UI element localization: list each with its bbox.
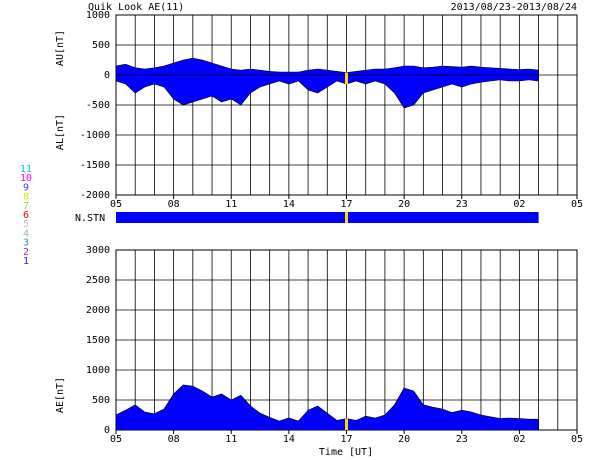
station-count: 8: [23, 192, 29, 203]
x-tick-label: 23: [456, 434, 468, 445]
y-axis-label: AU[nT]: [55, 30, 66, 66]
x-tick-label: 17: [340, 434, 352, 445]
x-tick-label: 20: [398, 199, 410, 210]
station-count: 4: [23, 228, 29, 239]
y-tick-label: 2000: [86, 305, 110, 316]
station-bar: [116, 212, 539, 223]
x-axis-label: Time [UT]: [319, 447, 373, 458]
station-count: 2: [23, 247, 29, 258]
y-tick-label: -1000: [80, 130, 110, 141]
area: [115, 74, 539, 109]
y-tick-label: 500: [92, 40, 110, 51]
x-tick-label: 17: [340, 199, 352, 210]
y-tick-label: 1500: [86, 335, 110, 346]
station-count: 3: [23, 238, 29, 249]
x-tick-label: 20: [398, 434, 410, 445]
area: [115, 57, 539, 76]
x-tick-label: 23: [456, 199, 468, 210]
date-range: 2013/08/23-2013/08/24: [451, 2, 577, 13]
x-tick-label: 02: [513, 199, 525, 210]
station-count: 5: [23, 219, 29, 230]
station-count: 9: [23, 182, 29, 193]
station-bar-label: N.STN: [75, 213, 105, 224]
y-tick-label: -2000: [80, 190, 110, 201]
x-tick-label: 05: [571, 199, 583, 210]
station-count: 6: [23, 210, 29, 221]
station-count: 11: [20, 164, 32, 175]
area: [115, 384, 539, 431]
station-count: 7: [23, 201, 29, 212]
x-tick-label: 11: [225, 434, 237, 445]
y-axis-label: AL[nT]: [55, 114, 66, 150]
x-tick-label: 02: [513, 434, 525, 445]
station-count: 10: [20, 173, 32, 184]
y-tick-label: -500: [86, 100, 110, 111]
y-tick-label: 0: [104, 70, 110, 81]
x-tick-label: 05: [110, 199, 122, 210]
y-tick-label: 3000: [86, 245, 110, 256]
x-tick-label: 14: [283, 434, 295, 445]
x-tick-label: 08: [168, 434, 180, 445]
station-count: 1: [23, 256, 29, 267]
chart-title: Quik Look AE(11): [88, 2, 184, 13]
x-tick-label: 14: [283, 199, 295, 210]
y-tick-label: 0: [104, 425, 110, 436]
y-tick-label: 1000: [86, 365, 110, 376]
x-tick-label: 05: [571, 434, 583, 445]
y-axis-label: AE[nT]: [55, 377, 66, 413]
x-tick-label: 08: [168, 199, 180, 210]
y-tick-label: 2500: [86, 275, 110, 286]
x-tick-label: 05: [110, 434, 122, 445]
y-tick-label: -1500: [80, 160, 110, 171]
x-tick-label: 11: [225, 199, 237, 210]
y-tick-label: 1000: [86, 10, 110, 21]
y-tick-label: 500: [92, 395, 110, 406]
